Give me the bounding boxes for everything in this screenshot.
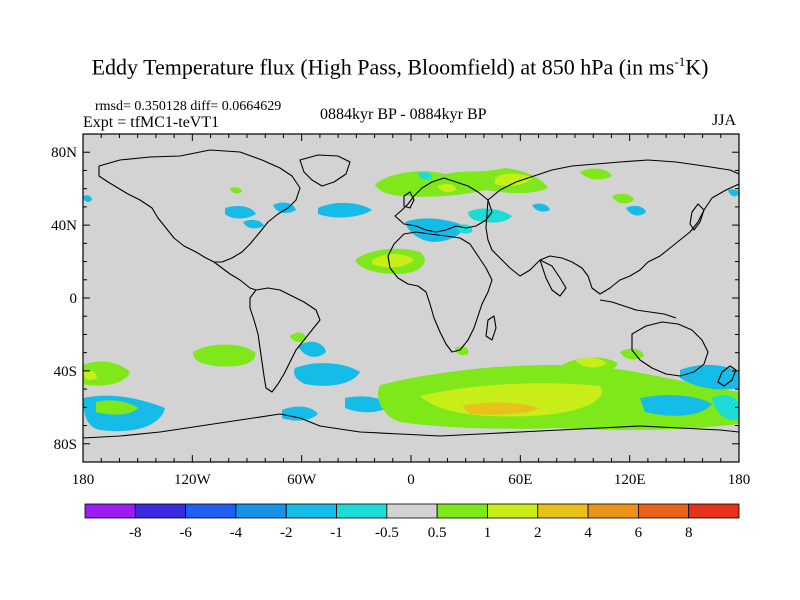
colorbar-label: -0.5	[375, 525, 399, 541]
coastline-north-america	[98, 149, 301, 263]
plot-title: Eddy Temperature flux (High Pass, Bloomf…	[0, 54, 800, 80]
x-tick-label: 180	[72, 472, 95, 488]
anomaly-region	[345, 396, 390, 413]
anomaly-region	[372, 254, 414, 268]
colorbar-swatch	[185, 503, 237, 519]
colorbar-label: 6	[635, 525, 643, 541]
x-tick-label: 120E	[614, 472, 646, 488]
anomaly-region	[418, 171, 432, 180]
colorbar-swatch	[235, 503, 287, 519]
colorbar-swatch	[285, 503, 337, 519]
colorbar-swatch	[134, 503, 187, 519]
coastlines	[83, 149, 739, 439]
plot-title-main: Eddy Temperature flux (High Pass, Bloomf…	[91, 54, 675, 80]
coastline-australia	[631, 321, 709, 377]
anomaly-region	[294, 363, 360, 386]
colorbar-label: -4	[230, 525, 243, 541]
stats-label: rmsd= 0.350128 diff= 0.0664629	[95, 99, 282, 114]
coastline-japan	[689, 203, 705, 231]
colorbar-swatch	[487, 503, 539, 519]
anomaly-region	[712, 395, 739, 421]
y-tick-label: 40S	[54, 364, 77, 380]
anomaly-region	[83, 370, 97, 380]
anomaly-region	[455, 346, 469, 356]
x-tick-label: 120W	[174, 472, 212, 488]
colorbar-label: -1	[330, 525, 343, 541]
colorbar-label: 8	[685, 525, 693, 541]
season-label: JJA	[712, 112, 737, 129]
x-tick-label: 60W	[287, 472, 317, 488]
anomaly-region	[282, 406, 318, 421]
anomaly-region	[640, 395, 712, 416]
anomaly-region	[438, 183, 456, 193]
coastline-british-isles	[403, 191, 415, 209]
colorbar-swatch	[537, 503, 589, 519]
colorbar-swatch	[386, 503, 438, 519]
colorbar-swatch	[436, 503, 488, 519]
y-tick-label: 80S	[54, 437, 77, 453]
anomaly-region	[728, 189, 739, 197]
anomaly-region	[318, 202, 372, 218]
anomaly-region	[298, 341, 326, 357]
colorbar: -8 -6 -4 -2 -1 -0.5 0.5 1 2 4 6 8	[84, 503, 740, 541]
anomaly-region	[580, 168, 612, 180]
period-label: 0884kyr BP - 0884kyr BP	[320, 106, 487, 123]
coastline-europe	[394, 177, 493, 233]
axis-ticks: 180 120W 60W 0 60E 120E 180 80N 40N 0 40S 80S	[51, 133, 751, 488]
anomaly-region	[83, 361, 130, 386]
coastline-asia	[485, 159, 739, 295]
colorbar-label: -6	[179, 525, 192, 541]
colorbar-label: -2	[280, 525, 293, 541]
coastline-south-america	[249, 287, 321, 393]
x-tick-label: 180	[728, 472, 751, 488]
x-tick-label: 0	[407, 472, 415, 488]
colorbar-swatch	[688, 503, 740, 519]
coastline-new-zealand	[717, 365, 737, 387]
x-tick-label: 60E	[508, 472, 532, 488]
coastline-greenland	[299, 154, 351, 187]
coastline-africa	[387, 231, 493, 353]
colorbar-swatch	[336, 503, 388, 519]
experiment-label: Expt = tfMC1-teVT1	[83, 114, 220, 131]
anomaly-region	[462, 402, 540, 415]
anomaly-region	[243, 219, 264, 229]
plot-title-end: K)	[685, 54, 709, 80]
colorbar-swatch	[637, 503, 690, 519]
anomaly-region	[225, 206, 256, 219]
anomaly-region	[495, 173, 532, 186]
colorbar-label: 4	[584, 525, 592, 541]
colorbar-label: 2	[534, 525, 542, 541]
anomaly-region	[575, 357, 606, 368]
y-tick-label: 80N	[51, 145, 77, 161]
anomaly-region	[96, 400, 138, 415]
plot-title-superscript: -1	[674, 54, 686, 69]
coastline-indonesia	[599, 299, 677, 319]
y-tick-label: 0	[70, 291, 78, 307]
colorbar-label: 1	[484, 525, 492, 541]
coastline-indian-peninsula	[539, 259, 567, 297]
colorbar-swatch	[587, 503, 639, 519]
colorbar-swatch	[84, 503, 136, 519]
colorbar-label: -8	[129, 525, 142, 541]
anomaly-region	[290, 332, 306, 343]
anomaly-region	[230, 187, 242, 194]
anomaly-region	[83, 195, 92, 203]
anomaly-region	[626, 205, 646, 216]
coastline-antarctica	[83, 413, 739, 439]
coastline-central-america	[213, 261, 257, 291]
anomaly-region	[192, 344, 256, 367]
coastline-madagascar	[485, 315, 497, 341]
colorbar-label: 0.5	[428, 525, 447, 541]
anomaly-region	[532, 203, 550, 212]
y-tick-label: 40N	[51, 218, 77, 234]
anomaly-region	[612, 193, 634, 204]
